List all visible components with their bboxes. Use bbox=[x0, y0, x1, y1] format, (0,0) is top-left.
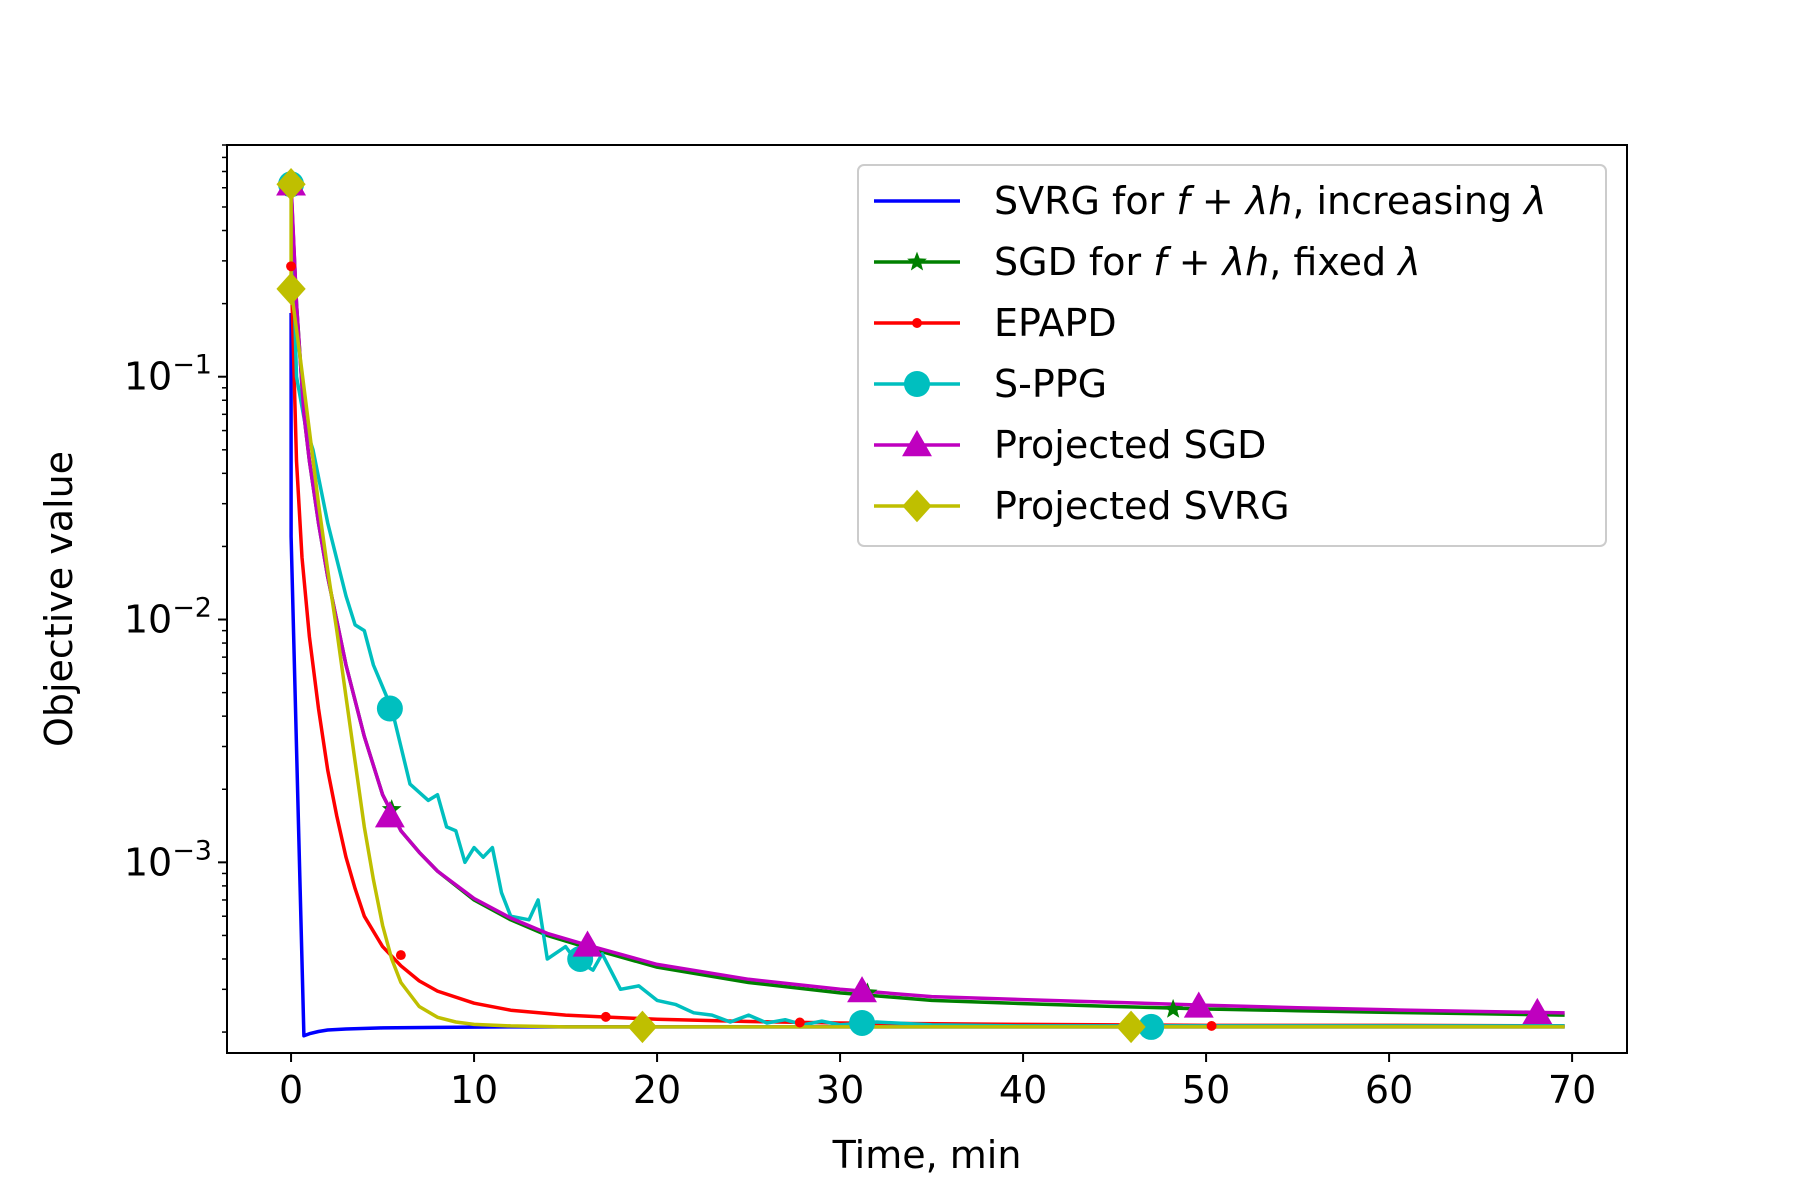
x-tick-label-6: 60 bbox=[1365, 1068, 1413, 1112]
series-5-marker-1 bbox=[276, 272, 306, 306]
x-tick-label-7: 70 bbox=[1548, 1068, 1596, 1112]
legend-label-5: Projected SVRG bbox=[994, 484, 1290, 528]
x-axis-label: Time, min bbox=[832, 1133, 1022, 1177]
plot-frame bbox=[226, 144, 1628, 1054]
series-4-marker-1 bbox=[374, 801, 405, 828]
series-line-2 bbox=[289, 264, 1565, 1028]
series-3-marker-1 bbox=[376, 695, 403, 722]
legend-marker-4 bbox=[902, 430, 932, 457]
series-2-marker-3 bbox=[794, 1017, 805, 1028]
x-tick-label-1: 10 bbox=[450, 1068, 498, 1112]
legend-label-2: EPAPD bbox=[994, 301, 1117, 345]
series-5-marker-2 bbox=[627, 1010, 658, 1044]
x-tick-label-2: 20 bbox=[633, 1068, 681, 1112]
x-axis-ticks: 0 10 20 30 40 50 60 70 bbox=[279, 1053, 1596, 1112]
legend-label-3: S-PPG bbox=[994, 362, 1107, 406]
marker-layer bbox=[276, 168, 1553, 1044]
series-4-marker-2 bbox=[572, 930, 603, 957]
y-axis-label: Objective value bbox=[37, 451, 81, 747]
y-tick-label-0: 10−1 bbox=[124, 350, 212, 399]
series-4-marker-3 bbox=[847, 976, 877, 1003]
x-tick-label-4: 40 bbox=[999, 1068, 1047, 1112]
x-tick-label-0: 0 bbox=[279, 1068, 303, 1112]
series-4-marker-5 bbox=[1522, 997, 1553, 1025]
x-tick-label-3: 30 bbox=[816, 1068, 864, 1112]
series-5-marker-3 bbox=[1116, 1010, 1146, 1044]
series-2-marker-0 bbox=[286, 261, 297, 272]
series-3-marker-4 bbox=[1138, 1013, 1165, 1040]
legend-entries: SVRG for f + λh, increasing λ SGD for f +… bbox=[874, 179, 1547, 528]
legend-label-0: SVRG for f + λh, increasing λ bbox=[994, 179, 1547, 223]
series-line-4 bbox=[289, 182, 1565, 1015]
series-1-marker-3 bbox=[1163, 998, 1184, 1018]
x-tick-label-5: 50 bbox=[1182, 1068, 1230, 1112]
legend-marker-1 bbox=[907, 251, 927, 271]
y-tick-label-2: 10−3 bbox=[124, 835, 212, 884]
series-5-marker-0 bbox=[276, 168, 306, 201]
legend-label-4: Projected SGD bbox=[994, 423, 1266, 467]
legend-marker-3 bbox=[904, 371, 930, 397]
series-3-marker-3 bbox=[849, 1009, 876, 1036]
legend-marker-2 bbox=[912, 318, 922, 328]
series-2-marker-4 bbox=[1206, 1020, 1217, 1031]
series-2-marker-2 bbox=[600, 1011, 611, 1022]
series-4-marker-4 bbox=[1183, 991, 1214, 1018]
y-axis-ticks: 10−1 10−2 10−3 bbox=[124, 144, 227, 1033]
legend-label-1: SGD for f + λh, fixed λ bbox=[994, 240, 1421, 284]
legend: SVRG for f + λh, increasing λ SGD for f +… bbox=[857, 164, 1607, 547]
y-tick-label-1: 10−2 bbox=[124, 593, 212, 642]
legend-marker-5 bbox=[902, 489, 932, 523]
legend-box bbox=[857, 164, 1607, 547]
series-2-marker-1 bbox=[395, 950, 406, 961]
